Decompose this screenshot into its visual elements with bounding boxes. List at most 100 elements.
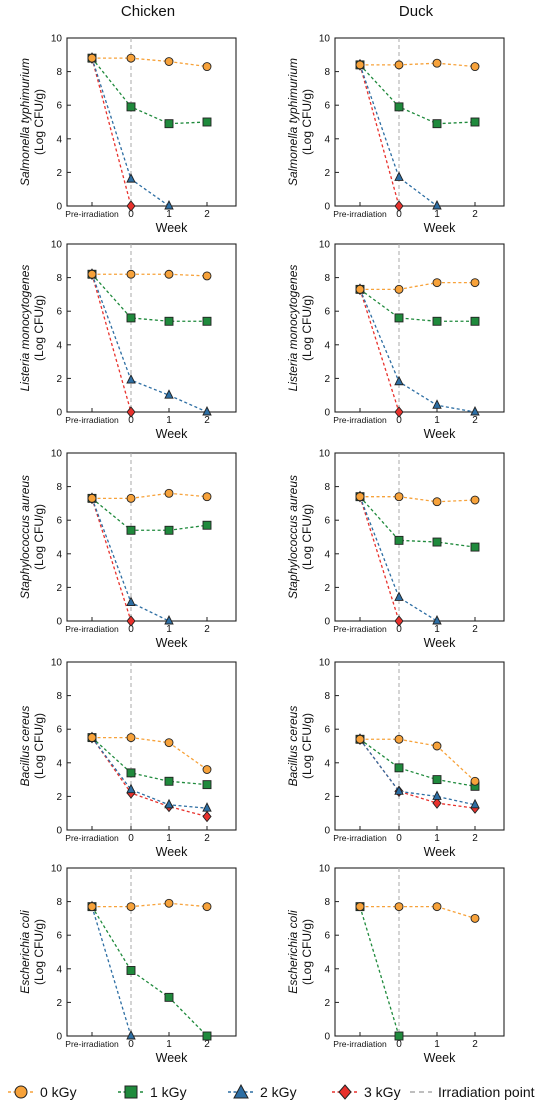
x-axis-label: Week [424, 1051, 456, 1065]
x-tick-label: Pre-irradiation [65, 415, 119, 425]
data-point [126, 596, 136, 606]
y-tick-label: 10 [51, 34, 63, 45]
y-tick-label: 6 [324, 101, 330, 112]
y-axis-label-organism: Bacillus cereus [18, 706, 32, 787]
x-tick-label: 2 [204, 1039, 210, 1050]
y-tick-label: 2 [324, 792, 330, 803]
data-point [164, 488, 174, 498]
legend-label: 3 kGy [364, 1084, 401, 1100]
series-line [92, 273, 208, 277]
x-tick-label: 2 [204, 209, 210, 220]
series-2-kgy [87, 731, 212, 812]
legend-marker [233, 1083, 249, 1099]
y-axis-label-organism: Listeria monocytogenes [286, 265, 300, 392]
series-line [91, 273, 207, 322]
series-1-kgy [87, 269, 212, 326]
x-tick-label: 1 [166, 833, 172, 844]
data-point [470, 117, 480, 127]
y-tick-label: 4 [56, 340, 62, 351]
plot-frame [66, 243, 237, 413]
x-axis-label: Week [156, 636, 188, 650]
legend-label: Irradiation point [438, 1084, 535, 1100]
y-tick-label: 8 [324, 897, 330, 908]
y-tick-label: 4 [56, 134, 62, 145]
y-axis-label-organism: Escherichia coli [18, 910, 32, 994]
data-point [126, 768, 136, 778]
data-point [432, 614, 442, 625]
data-point [432, 399, 442, 409]
series-line [360, 905, 476, 920]
data-point [394, 785, 404, 795]
data-point [355, 284, 365, 294]
series-3-kgy [87, 268, 136, 418]
y-axis-label-organism: Bacillus cereus [286, 706, 300, 787]
y-axis-label-organism: Escherichia coli [286, 910, 300, 994]
x-tick-label: 2 [204, 415, 210, 426]
y-tick-label: 8 [324, 482, 330, 493]
y-tick-label: 8 [324, 273, 330, 284]
series-3-kgy [355, 490, 404, 627]
data-point [432, 775, 442, 785]
x-axis-label: Week [424, 427, 456, 441]
y-tick-label: 0 [324, 617, 330, 628]
x-tick-label: 1 [166, 209, 172, 220]
y-tick-label: 2 [324, 168, 330, 179]
x-tick-label: 0 [396, 209, 402, 220]
y-axis-label-unit: (Log CFU/g) [300, 504, 314, 570]
data-point [87, 733, 97, 743]
data-point [202, 802, 212, 812]
y-tick-label: 6 [56, 516, 62, 527]
y-axis-label-organism: Staphylococcus aureus [18, 475, 32, 599]
y-tick-label: 8 [56, 897, 62, 908]
data-point [355, 902, 365, 912]
x-tick-label: 0 [128, 415, 134, 426]
data-point [394, 535, 404, 545]
y-axis-label-unit: (Log CFU/g) [300, 89, 314, 155]
data-point [126, 493, 136, 503]
x-axis-label: Week [156, 221, 188, 235]
y-tick-label: 6 [56, 725, 62, 736]
data-point [126, 966, 136, 975]
y-tick-label: 4 [324, 549, 330, 560]
y-tick-label: 10 [319, 864, 331, 875]
legend-item-0-kgy: 0 kGy [8, 1084, 77, 1100]
x-tick-label: 0 [396, 624, 402, 635]
data-point [87, 493, 97, 503]
data-point [470, 278, 480, 288]
x-tick-label: 2 [472, 209, 478, 220]
y-tick-label: 6 [324, 516, 330, 527]
data-point [394, 902, 404, 912]
legend-marker [14, 1085, 28, 1099]
data-point [432, 119, 442, 129]
y-axis-label-organism: Salmonella typhimurium [18, 58, 32, 186]
data-point [394, 1031, 404, 1041]
x-tick-label: 2 [472, 415, 478, 426]
data-point [432, 537, 442, 547]
y-tick-label: 2 [324, 998, 330, 1009]
data-point [164, 57, 174, 66]
series-line [360, 62, 476, 68]
y-axis-label-organism: Listeria monocytogenes [18, 265, 32, 392]
series-line [91, 274, 132, 413]
y-tick-label: 4 [56, 549, 62, 560]
legend-item-irradiation-point: Irradiation point [410, 1084, 535, 1100]
series-line [91, 906, 132, 1037]
data-point [470, 316, 480, 326]
column-title-duck: Duck [398, 3, 434, 20]
x-tick-label: 2 [204, 833, 210, 844]
series-0-kgy [87, 898, 212, 912]
series-line [359, 496, 438, 622]
series-1-kgy [355, 60, 480, 129]
series-0-kgy [355, 58, 480, 72]
series-line [91, 498, 132, 622]
x-axis-label: Week [156, 427, 188, 441]
data-point [164, 898, 174, 908]
plot-frame [334, 243, 505, 413]
series-line [92, 736, 208, 771]
y-axis-label-unit: (Log CFU/g) [32, 919, 46, 985]
y-tick-label: 10 [51, 240, 63, 251]
data-point [126, 102, 136, 112]
